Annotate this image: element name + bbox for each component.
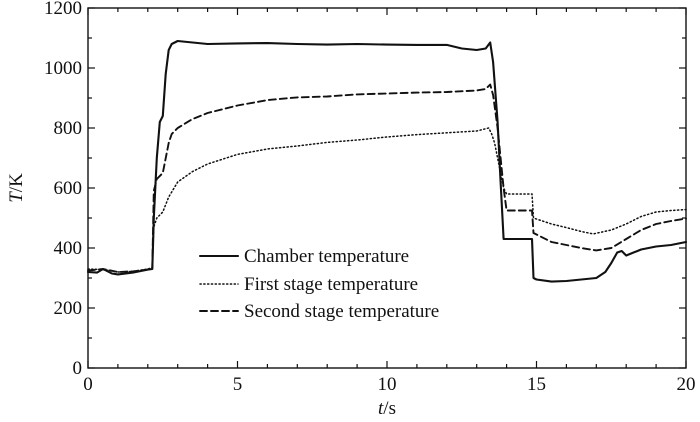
y-tick-label: 1200	[44, 0, 82, 19]
series-line-second-stage	[87, 83, 687, 273]
plot-frame	[87, 7, 687, 369]
y-tick-label: 1000	[44, 58, 82, 79]
y-axis-label: T/K	[6, 173, 27, 203]
x-tick-label: 15	[527, 374, 546, 395]
legend-label-second-stage: Second stage temperature	[244, 301, 439, 322]
x-axis-label: t/s	[378, 398, 396, 419]
y-tick-label: 400	[54, 238, 83, 259]
y-tick-label: 0	[73, 358, 83, 379]
series-layer	[86, 39, 688, 283]
series-line-first-stage	[87, 127, 687, 273]
x-tick-label: 10	[378, 374, 397, 395]
y-axis-label-var: T	[6, 191, 27, 203]
legend-label-first-stage: First stage temperature	[244, 274, 418, 295]
x-axis-label-var: t	[378, 398, 384, 419]
y-tick-label: 600	[54, 178, 83, 199]
x-tick-label: 0	[83, 374, 93, 395]
x-axis-label-unit: /s	[383, 398, 396, 419]
legend-label-chamber: Chamber temperature	[244, 246, 409, 267]
y-tick-label: 200	[54, 298, 83, 319]
x-tick-label: 5	[233, 374, 243, 395]
y-axis-label-unit: /K	[6, 173, 27, 192]
y-tick-label: 800	[54, 118, 83, 139]
legend: Chamber temperature First stage temperat…	[198, 246, 439, 322]
x-tick-label: 20	[677, 374, 696, 395]
